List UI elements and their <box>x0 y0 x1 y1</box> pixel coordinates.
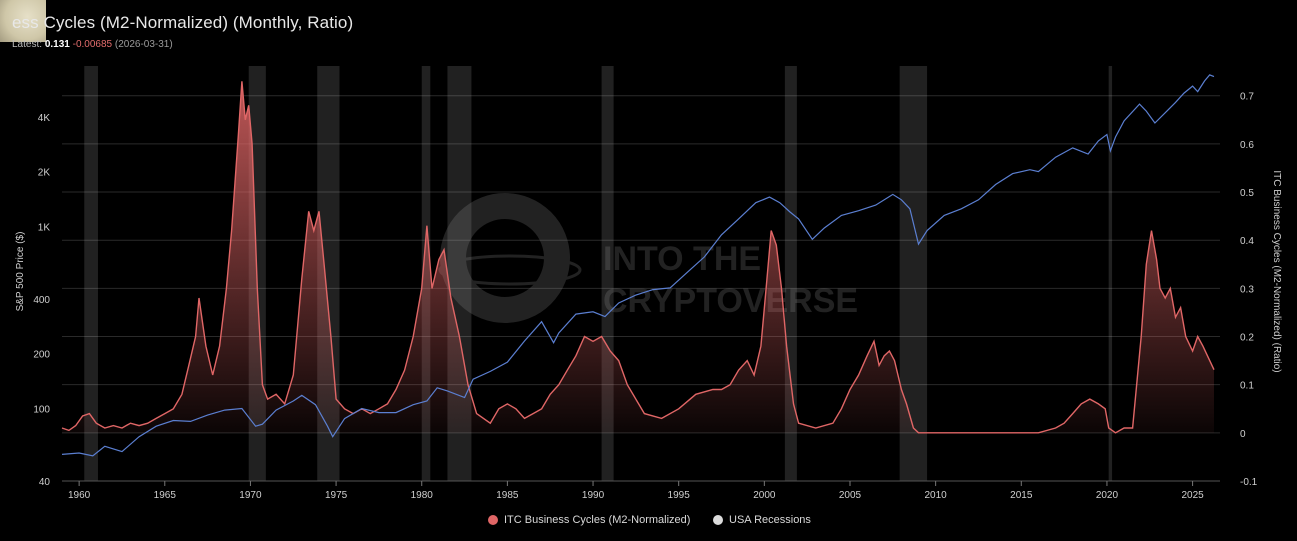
left-tick-label: 4K <box>38 113 51 124</box>
x-tick-label: 1960 <box>68 490 91 501</box>
recession-band <box>84 66 98 481</box>
latest-readout: Latest: 0.131 -0.00685 (2026-03-31) <box>12 39 173 50</box>
x-tick-label: 2025 <box>1181 490 1204 501</box>
x-tick-label: 1975 <box>325 490 348 501</box>
latest-value: 0.131 <box>44 39 70 50</box>
x-tick-label: 2020 <box>1096 490 1119 501</box>
itc-series <box>61 81 1215 434</box>
latest-change: -0.00685 <box>72 39 113 50</box>
right-axis-title: ITC Business Cycles (M2-Normalized) (Rat… <box>1271 170 1282 372</box>
watermark-line2: CRYPTOVERSE <box>603 282 858 320</box>
recession-band <box>1108 66 1113 481</box>
left-tick-label: 2K <box>38 168 51 179</box>
recession-band <box>601 66 614 481</box>
presenter-avatar <box>0 0 46 42</box>
chart-title: ess Cycles (M2-Normalized) (Monthly, Rat… <box>12 13 354 32</box>
latest-label: Latest: <box>12 39 43 50</box>
left-tick-label: 40 <box>39 477 51 488</box>
itc-line <box>61 81 1215 434</box>
right-tick-label: 0.4 <box>1240 236 1254 247</box>
x-tick-label: 1995 <box>668 490 691 501</box>
x-tick-label: 1990 <box>582 490 605 501</box>
left-tick-label: 100 <box>33 405 50 416</box>
x-tick-label: 2000 <box>753 490 776 501</box>
axes: 1960 1965 1970 1975 1980 1985 1990 1995 2000 2005… <box>15 92 1282 501</box>
x-tick-label: 1985 <box>496 490 519 501</box>
x-tick-label: 2010 <box>925 490 948 501</box>
recession-band <box>784 66 797 481</box>
x-tick-label: 2015 <box>1010 490 1033 501</box>
right-tick-label: 0 <box>1240 429 1246 440</box>
x-tick-label: 1965 <box>154 490 177 501</box>
right-tick-label: 0.2 <box>1240 333 1254 344</box>
left-tick-label: 400 <box>33 295 50 306</box>
left-tick-label: 1K <box>38 222 51 233</box>
right-tick-label: 0.1 <box>1240 381 1254 392</box>
legend-recession-swatch <box>713 515 723 525</box>
sp500-series <box>61 74 1215 457</box>
latest-date: (2026-03-31) <box>114 39 173 50</box>
legend-itc-label: ITC Business Cycles (M2-Normalized) <box>504 514 691 526</box>
right-tick-label: 0.7 <box>1240 92 1254 103</box>
x-tick-label: 1980 <box>411 490 434 501</box>
right-tick-label: 0.5 <box>1240 188 1254 199</box>
x-tick-label: 2005 <box>839 490 862 501</box>
right-tick-label: 0.6 <box>1240 140 1254 151</box>
watermark: INTO THE CRYPTOVERSE <box>438 193 858 323</box>
sp500-line <box>61 74 1215 457</box>
right-tick-label: -0.1 <box>1240 477 1258 488</box>
right-tick-label: 0.3 <box>1240 284 1254 295</box>
legend-itc[interactable]: ITC Business Cycles (M2-Normalized) <box>488 514 690 526</box>
watermark-line1: INTO THE <box>603 240 761 278</box>
watermark-logo-icon <box>440 193 570 323</box>
x-tick-label: 1970 <box>239 490 262 501</box>
left-tick-label: 200 <box>33 350 50 361</box>
legend-itc-swatch <box>488 515 498 525</box>
legend-recessions[interactable]: USA Recessions <box>713 514 811 526</box>
legend-recession-label: USA Recessions <box>729 514 811 526</box>
left-axis-title: S&P 500 Price ($) <box>15 232 26 312</box>
